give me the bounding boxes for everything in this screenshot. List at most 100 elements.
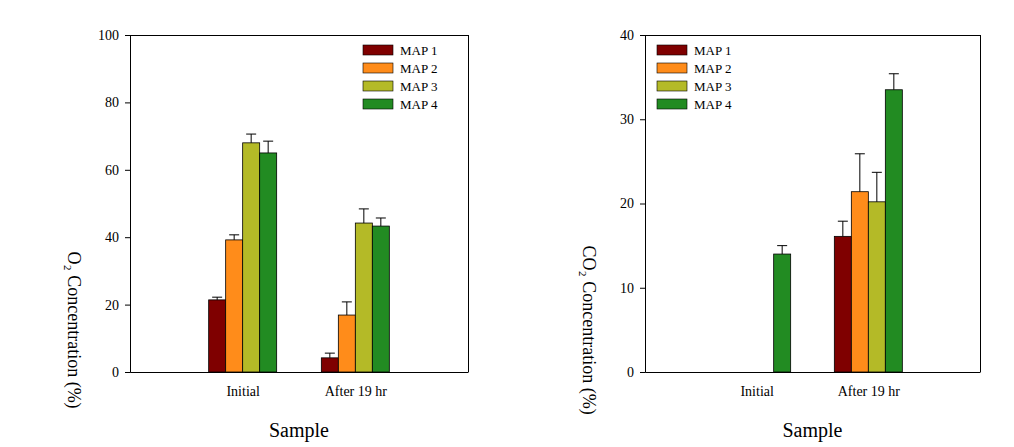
tick-label: 20 (620, 196, 634, 211)
error-bar-cap (855, 153, 865, 154)
legend-swatch (657, 63, 687, 73)
legend-swatch (657, 81, 687, 91)
error-bar (263, 141, 273, 153)
bar (834, 236, 851, 372)
error-bar-cap (838, 221, 848, 222)
chart-panel: 0 10 20 30 40 Initial After 19 hr Sample CO₂ Con… (578, 28, 981, 442)
tick-mark (640, 35, 645, 36)
axis-line (131, 372, 469, 373)
tick-label: 40 (620, 28, 634, 43)
legend-label: MAP 3 (400, 79, 437, 94)
error-bar-stem (268, 141, 269, 153)
error-bar-cap (325, 353, 335, 354)
x-tick: Initial (740, 372, 774, 399)
error-bar (359, 209, 369, 223)
y-axis: 0 10 20 30 40 (620, 28, 646, 380)
legend: MAP 1 MAP 2 MAP 3 MAP 4 (657, 43, 732, 112)
error-bar-cap (376, 217, 386, 218)
y-tick: 40 (105, 230, 130, 245)
error-bar-stem (782, 246, 783, 254)
legend-swatch (363, 81, 393, 91)
legend-label: MAP 4 (400, 97, 438, 112)
error-bar-cap (359, 208, 369, 209)
frame (468, 35, 469, 372)
error-bar-cap (229, 234, 239, 235)
plot-area (774, 74, 903, 372)
y-tick: 20 (620, 196, 645, 211)
tick-label: 100 (98, 28, 119, 43)
tick-mark (640, 372, 645, 373)
y-tick: 80 (105, 95, 130, 110)
legend: MAP 1 MAP 2 MAP 3 MAP 4 (363, 43, 438, 112)
error-bar (777, 246, 787, 254)
error-bar (342, 302, 352, 315)
bar (851, 192, 868, 372)
frame (130, 35, 468, 36)
legend-label: MAP 1 (694, 43, 731, 58)
error-bar-cap (246, 134, 256, 135)
error-bar-cap (263, 141, 273, 142)
tick-mark (640, 119, 645, 120)
y-tick: 60 (105, 163, 130, 178)
tick-mark (125, 170, 130, 171)
legend-swatch (363, 63, 393, 73)
tick-label: 0 (627, 365, 634, 380)
tick-label: 10 (620, 281, 634, 296)
error-bar-cap (342, 301, 352, 302)
x-axis: Initial After 19 hr (646, 372, 981, 399)
error-bar (325, 353, 335, 358)
x-axis-title: Sample (269, 419, 329, 442)
x-tick: Initial (226, 372, 260, 399)
error-bar (838, 221, 848, 236)
error-bar-stem (329, 353, 330, 358)
error-bar-cap (777, 245, 787, 246)
error-bar (889, 74, 899, 90)
bar (243, 143, 260, 372)
bar (260, 153, 277, 372)
bar (885, 90, 902, 372)
y-axis-title: CO₂ Concentration (%) (578, 245, 599, 414)
axis-line (125, 36, 131, 373)
tick-label: 30 (620, 112, 634, 127)
x-axis-title: Sample (783, 419, 843, 442)
x-tick: After 19 hr (838, 372, 901, 399)
y-tick: 20 (105, 298, 130, 313)
legend-label: MAP 4 (694, 97, 732, 112)
tick-mark (125, 35, 130, 36)
legend-label: MAP 2 (400, 61, 437, 76)
frame (980, 35, 981, 372)
chart-panel: 020406080100InitialAfter 19 hrSampleO₂ C… (63, 28, 469, 442)
tick-label: Initial (740, 384, 774, 399)
error-bar-stem (363, 209, 364, 223)
bar (355, 223, 372, 372)
tick-mark (125, 102, 130, 103)
frame (645, 35, 980, 36)
tick-mark (125, 237, 130, 238)
y-tick: 0 (627, 365, 645, 380)
plot-area (209, 134, 390, 372)
tick-label: After 19 hr (325, 384, 388, 399)
x-tick: After 19 hr (325, 372, 388, 399)
error-bar-cap (872, 172, 882, 173)
error-bar (376, 218, 386, 226)
tick-mark (640, 204, 645, 205)
axis-line (640, 36, 646, 373)
tick-mark (125, 305, 130, 306)
legend-swatch (657, 45, 687, 55)
legend-swatch (657, 99, 687, 109)
tick-label: 80 (105, 95, 119, 110)
error-bar-stem (842, 221, 843, 236)
error-bar-stem (893, 74, 894, 90)
tick-label: 0 (112, 365, 119, 380)
tick-label: After 19 hr (838, 384, 901, 399)
error-bar-stem (234, 235, 235, 240)
legend-label: MAP 2 (694, 61, 731, 76)
legend-swatch (363, 99, 393, 109)
y-tick: 0 (112, 365, 130, 380)
legend-label: MAP 1 (400, 43, 437, 58)
y-tick: 40 (620, 28, 645, 43)
error-bar (212, 297, 222, 300)
y-tick: 100 (98, 28, 130, 43)
legend-label: MAP 3 (694, 79, 731, 94)
bar (226, 240, 243, 372)
